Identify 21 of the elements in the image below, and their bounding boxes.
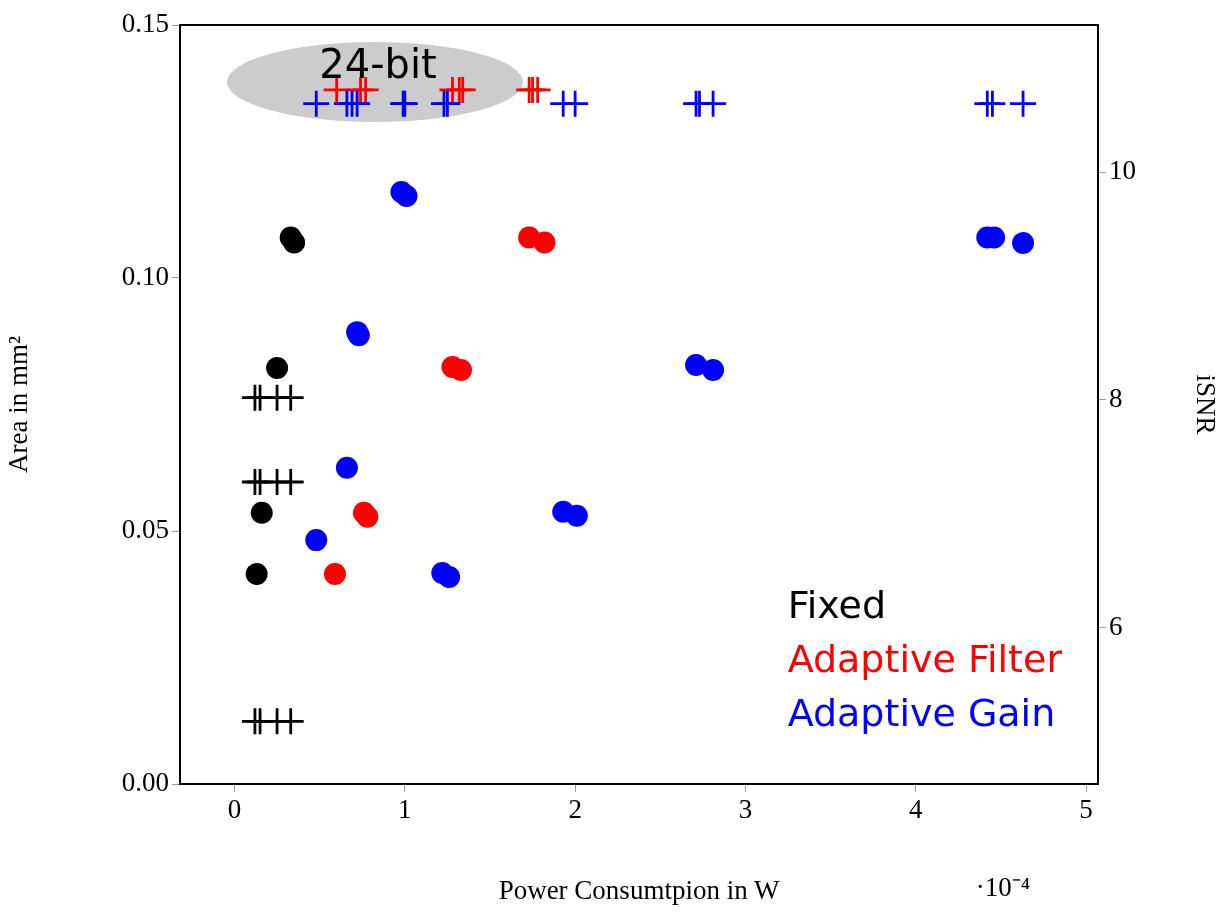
x-tick-label: 3 bbox=[738, 794, 753, 825]
x-tick-label: 0 bbox=[227, 794, 242, 825]
text: Adaptive Filter bbox=[787, 637, 1063, 681]
y2-tick-label: 6 bbox=[1109, 610, 1123, 641]
x-tick-label: 5 bbox=[1079, 794, 1093, 825]
y-tick-label: 0.10 bbox=[121, 261, 169, 292]
x-tick-label: 4 bbox=[909, 794, 924, 825]
text: Fixed bbox=[787, 583, 887, 627]
y-axis-title: Area in mm² bbox=[3, 335, 34, 474]
y-tick-label: 0.05 bbox=[121, 514, 169, 545]
text: Adaptive Gain bbox=[787, 691, 1056, 735]
y-tick-label: 0.15 bbox=[121, 8, 169, 39]
x-tick-label: 1 bbox=[398, 794, 412, 825]
x-tick-label: 2 bbox=[568, 794, 582, 825]
y2-tick-label: 8 bbox=[1109, 383, 1123, 414]
x-axis-title: Power Consumtpion in W bbox=[498, 874, 780, 905]
y2-tick-label: 10 bbox=[1109, 155, 1136, 186]
annotation: 24-bit bbox=[319, 41, 437, 87]
y-tick-label: 0.00 bbox=[121, 767, 169, 798]
y2-axis-title: iSNR bbox=[1190, 374, 1221, 435]
text: ·10⁻⁴ bbox=[975, 872, 1031, 902]
